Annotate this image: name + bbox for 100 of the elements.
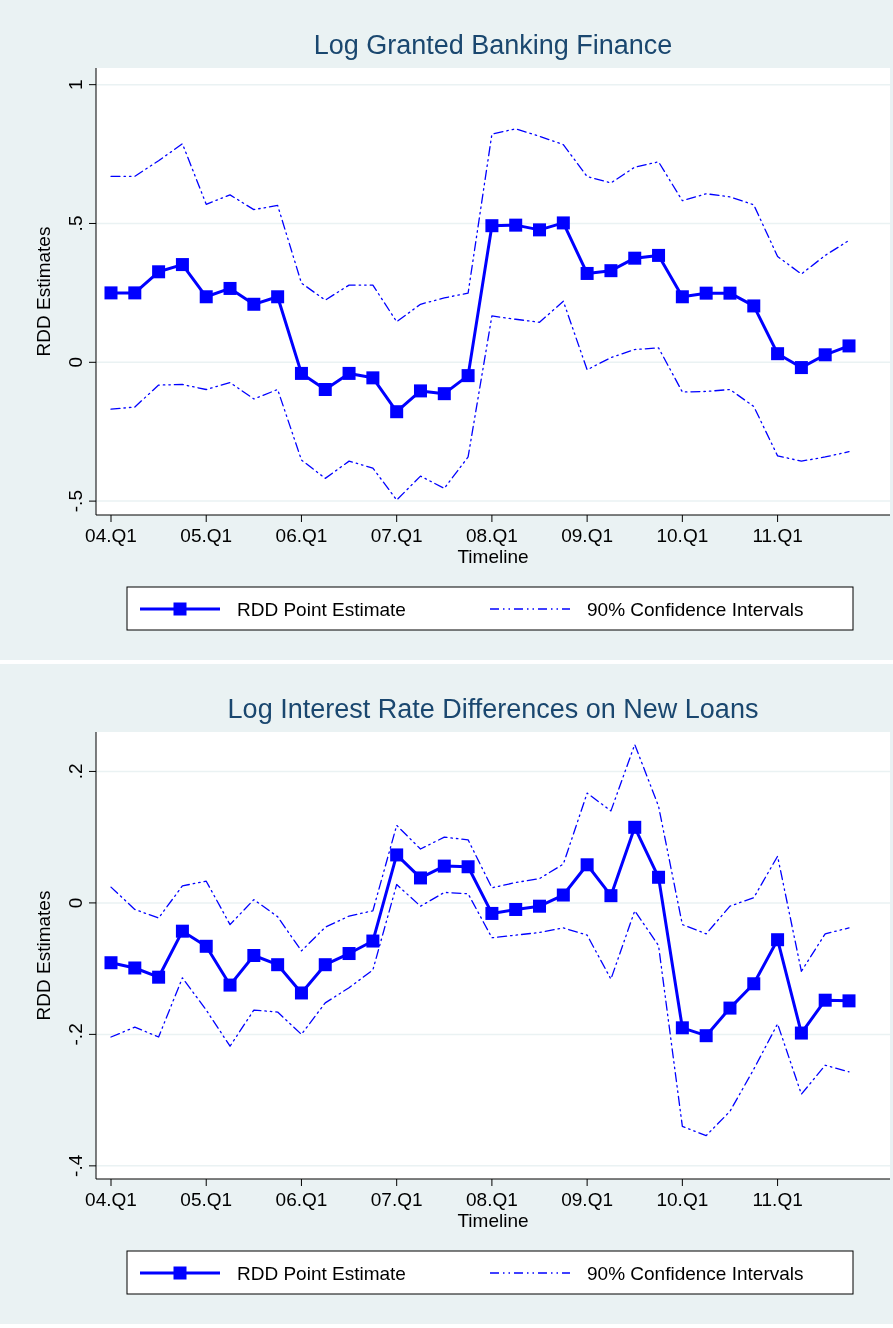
x-tick-label: 10.Q1 [656,525,709,546]
y-tick-label: -.2 [65,1023,86,1046]
x-tick-label: 08.Q1 [466,1189,518,1210]
point [294,986,308,1000]
point [533,223,547,237]
point [628,820,642,834]
point [247,297,261,311]
point [818,993,832,1007]
point [199,290,213,304]
point [271,290,285,304]
point [794,361,808,375]
point [437,859,451,873]
x-tick-label: 06.Q1 [275,525,328,546]
x-tick-label: 10.Q1 [656,1189,709,1210]
point [699,286,713,300]
point [604,889,618,903]
y-tick-label: .5 [65,215,86,232]
point [485,906,499,920]
point [604,264,618,278]
point [675,290,689,304]
point [842,339,856,353]
point [175,924,189,938]
x-tick-label: 07.Q1 [370,1189,423,1210]
point [818,348,832,362]
point [271,958,285,972]
point [628,251,642,265]
point [318,383,332,397]
point [652,870,666,884]
point [128,286,142,300]
point [223,281,237,295]
point [771,347,785,361]
x-tick-label: 11.Q1 [752,1189,803,1210]
x-tick-label: 11.Q1 [752,525,803,546]
point [128,961,142,975]
point [223,978,237,992]
y-tick-label: .2 [65,763,86,780]
y-tick-label: -.5 [65,490,86,513]
line-series [110,128,850,323]
point [509,902,523,916]
y-axis-title: RDD Estimates [33,226,54,357]
x-tick-label: 04.Q1 [85,525,137,546]
point [104,956,118,970]
x-axis-title: Timeline [457,546,529,567]
point [747,299,761,313]
point [294,366,308,380]
line-series [110,883,850,1137]
legend-label: RDD Point Estimate [237,599,406,620]
x-tick-label: 07.Q1 [370,525,423,546]
point [842,994,856,1008]
point [675,1021,689,1035]
x-tick-label: 09.Q1 [561,1189,614,1210]
x-tick-label: 06.Q1 [275,1189,328,1210]
point [342,947,356,961]
point [366,934,380,948]
x-tick-label: 05.Q1 [180,1189,233,1210]
y-tick-label: 0 [65,897,86,909]
point [509,218,523,232]
point [461,860,475,874]
chart-title: Log Granted Banking Finance [313,30,673,60]
legend-label: 90% Confidence Intervals [587,599,804,620]
point [723,1001,737,1015]
point [580,858,594,872]
point [771,933,785,947]
point [747,977,761,991]
line-series [110,300,850,501]
point [104,286,118,300]
point [175,258,189,272]
point [723,286,737,300]
point [461,369,475,383]
point [699,1029,713,1043]
y-tick-label: 1 [65,79,86,90]
line-series [110,743,850,972]
point [794,1026,808,1040]
point [580,266,594,280]
point [318,958,332,972]
point [533,899,547,913]
point [390,405,404,419]
point [652,248,666,262]
x-tick-label: 04.Q1 [85,1189,137,1210]
y-tick-label: 0 [65,357,86,368]
point [556,888,570,902]
legend-label: 90% Confidence Intervals [587,1263,804,1284]
x-tick-label: 09.Q1 [561,525,614,546]
point [437,387,451,401]
point [485,219,499,233]
point [556,216,570,230]
x-tick-label: 05.Q1 [180,525,233,546]
point [390,848,404,862]
x-axis-title: Timeline [457,1210,529,1231]
x-tick-label: 08.Q1 [466,525,518,546]
point [413,871,427,885]
y-tick-label: -.4 [65,1154,86,1177]
point [247,949,261,962]
point [413,384,427,398]
chart-title: Log Interest Rate Differences on New Loans [227,694,759,724]
point [199,939,213,953]
point [342,366,356,380]
point [366,371,380,385]
legend-label: RDD Point Estimate [237,1263,406,1284]
point [152,265,166,279]
